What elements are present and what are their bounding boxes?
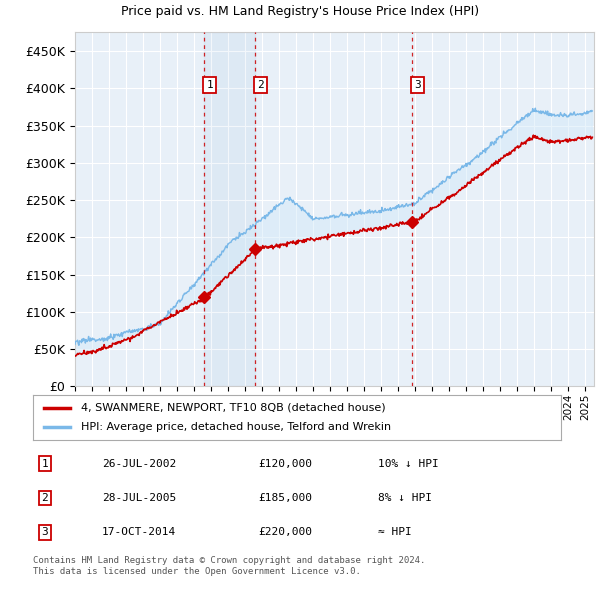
Bar <box>204 32 255 386</box>
Text: 26-JUL-2002: 26-JUL-2002 <box>102 459 176 468</box>
Text: 10% ↓ HPI: 10% ↓ HPI <box>378 459 439 468</box>
Text: Contains HM Land Registry data © Crown copyright and database right 2024.
This d: Contains HM Land Registry data © Crown c… <box>33 556 425 575</box>
Text: 1: 1 <box>41 459 49 468</box>
Text: ≈ HPI: ≈ HPI <box>378 527 412 537</box>
Text: 1: 1 <box>206 80 213 90</box>
Text: £185,000: £185,000 <box>258 493 312 503</box>
Text: 28-JUL-2005: 28-JUL-2005 <box>102 493 176 503</box>
Text: Price paid vs. HM Land Registry's House Price Index (HPI): Price paid vs. HM Land Registry's House … <box>121 5 479 18</box>
Text: 2: 2 <box>257 80 264 90</box>
Text: 3: 3 <box>415 80 421 90</box>
Text: 2: 2 <box>41 493 49 503</box>
Text: HPI: Average price, detached house, Telford and Wrekin: HPI: Average price, detached house, Telf… <box>80 422 391 432</box>
Text: 4, SWANMERE, NEWPORT, TF10 8QB (detached house): 4, SWANMERE, NEWPORT, TF10 8QB (detached… <box>80 403 385 412</box>
Text: 17-OCT-2014: 17-OCT-2014 <box>102 527 176 537</box>
Text: 3: 3 <box>41 527 49 537</box>
Text: £120,000: £120,000 <box>258 459 312 468</box>
Text: 8% ↓ HPI: 8% ↓ HPI <box>378 493 432 503</box>
Text: £220,000: £220,000 <box>258 527 312 537</box>
